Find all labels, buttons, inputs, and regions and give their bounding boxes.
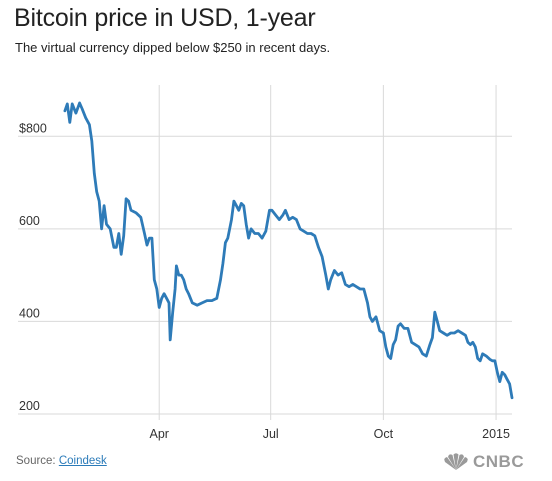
x-tick-label: 2015 [482, 427, 510, 441]
y-tick-label: 400 [19, 306, 40, 320]
source-prefix: Source: [16, 455, 59, 467]
source-note: Source: Coindesk [16, 455, 107, 467]
y-tick-label: 200 [19, 399, 40, 413]
cnbc-logo: CNBC [442, 452, 524, 472]
y-tick-label: 600 [19, 214, 40, 228]
chart-title: Bitcoin price in USD, 1-year [14, 4, 316, 32]
x-tick-label: Apr [149, 427, 168, 441]
price-series-line [63, 101, 514, 400]
source-link[interactable]: Coindesk [58, 455, 107, 467]
y-tick-label: $800 [19, 121, 47, 135]
x-tick-label: Oct [374, 427, 394, 441]
chart-subtitle: The virtual currency dipped below $250 i… [15, 40, 331, 55]
series-layer [63, 101, 514, 400]
y-axis-labels: 200 400 600 $800 [19, 121, 47, 413]
x-tick-label: Jul [263, 427, 279, 441]
x-axis-ticks: Apr Jul Oct 2015 [149, 85, 510, 441]
peacock-icon [444, 453, 468, 470]
gridlines [18, 135, 512, 415]
logo-text: CNBC [473, 452, 525, 471]
